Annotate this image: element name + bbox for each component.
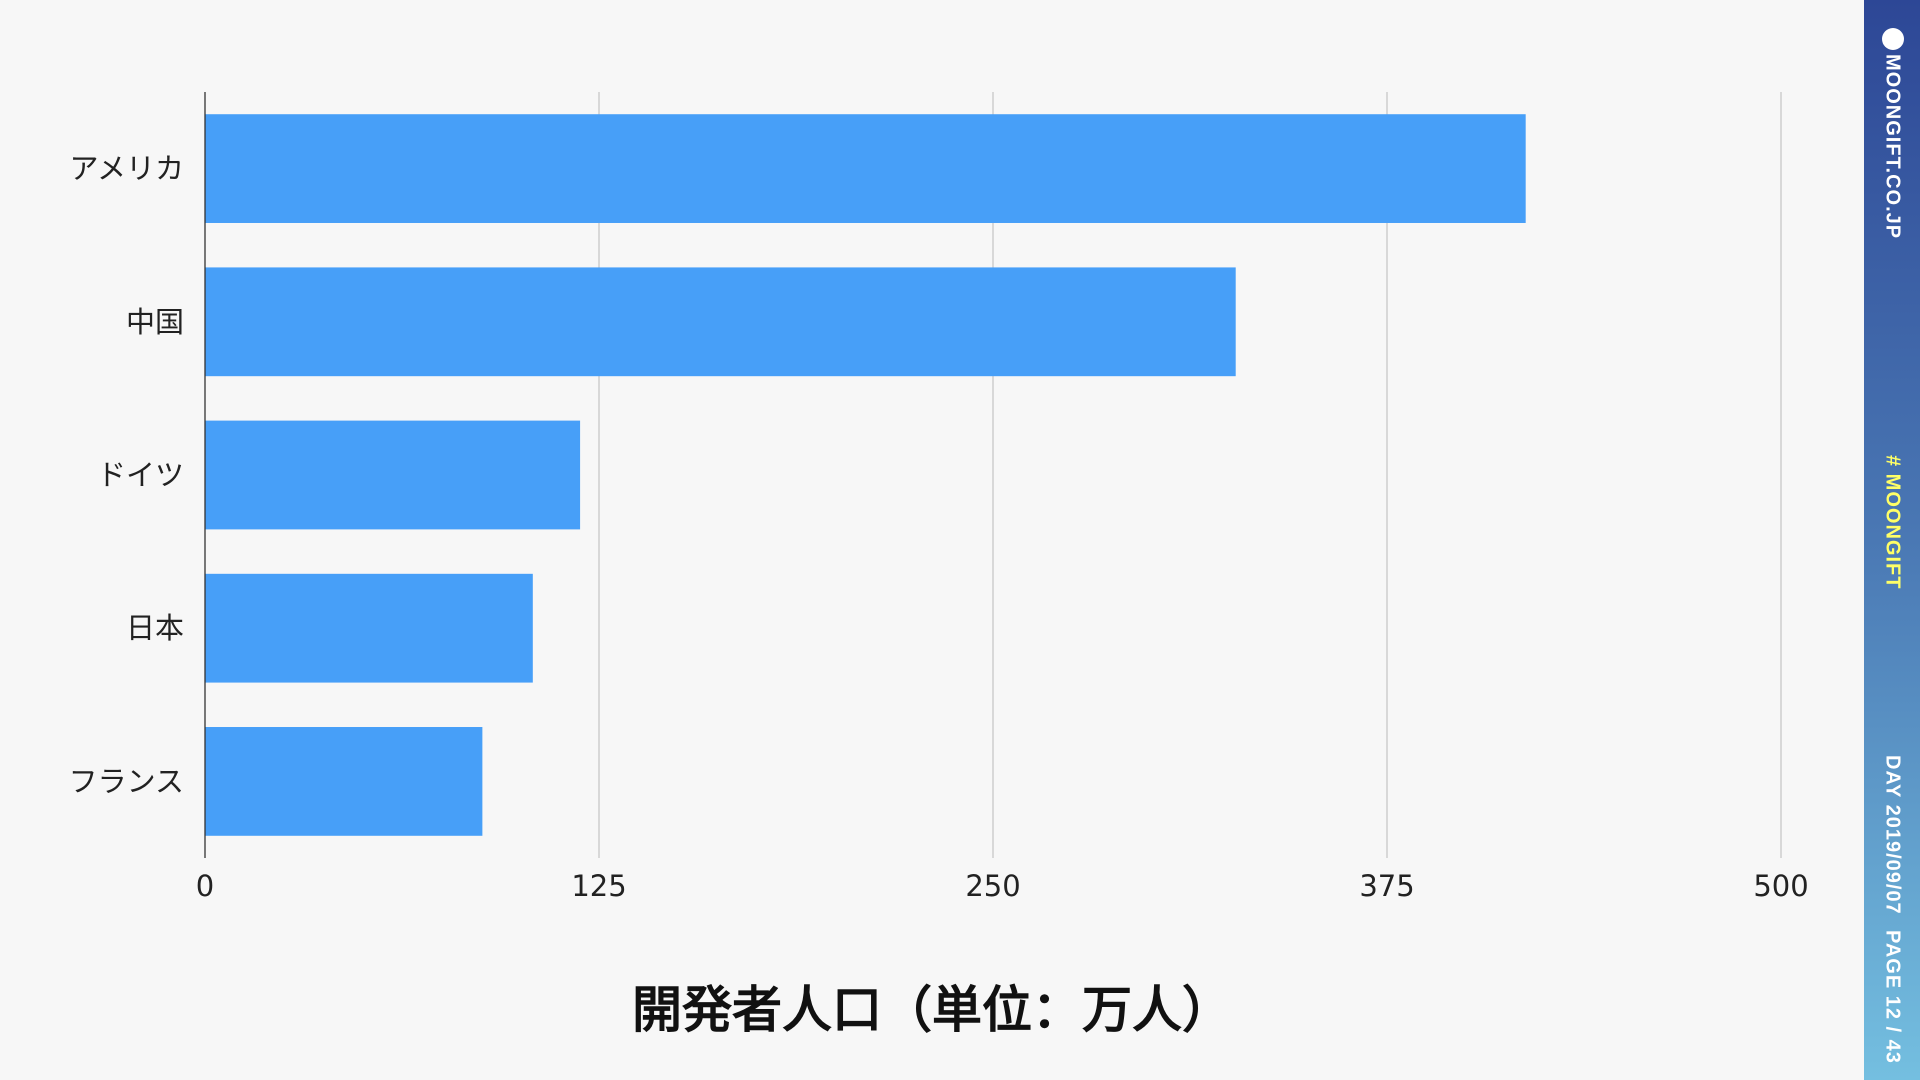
- hashtag: # MOONGIFT: [1881, 455, 1904, 590]
- x-tick-label: 375: [1359, 869, 1414, 903]
- site-name: MOONGIFT.CO.JP: [1881, 54, 1904, 240]
- y-category-label: ドイツ: [97, 458, 184, 492]
- bar-4: [205, 727, 483, 836]
- y-category-label: 日本: [126, 611, 184, 645]
- site-brand: MOONGIFT.CO.JP: [1864, 28, 1920, 239]
- page-number: PAGE 12 / 43: [1881, 930, 1904, 1064]
- x-tick-label: 250: [965, 869, 1020, 903]
- y-category-label: フランス: [69, 764, 184, 798]
- bar-0: [205, 114, 1526, 223]
- bar-1: [205, 267, 1236, 377]
- date: DAY 2019/09/07: [1881, 755, 1904, 915]
- y-category-label: アメリカ: [69, 152, 184, 186]
- sidebar: MOONGIFT.CO.JP # MOONGIFT DAY 2019/09/07…: [1864, 0, 1920, 1080]
- x-tick-label: 125: [571, 869, 626, 903]
- chart-title: 開発者人口（単位：万人）: [632, 981, 1232, 1039]
- bar-2: [205, 420, 581, 530]
- x-tick-label: 500: [1753, 869, 1808, 903]
- y-category-label: 中国: [126, 305, 184, 339]
- moongift-logo-icon: [1881, 28, 1904, 50]
- bar-3: [205, 573, 533, 683]
- x-tick-label: 0: [196, 869, 214, 903]
